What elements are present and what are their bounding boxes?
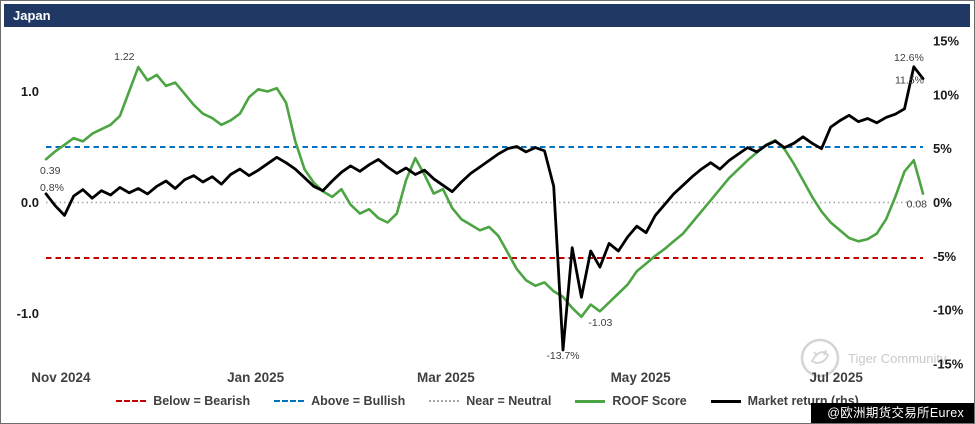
tiger-watermark-text: Tiger Community xyxy=(848,350,947,366)
right-axis-tick: -10% xyxy=(933,303,964,318)
legend-label: ROOF Score xyxy=(612,394,687,408)
data-label: 1.22 xyxy=(114,51,135,63)
data-label: 11.5% xyxy=(895,75,924,87)
x-axis-tick: May 2025 xyxy=(611,370,672,385)
series-market-return xyxy=(44,65,925,352)
legend-label: Below = Bearish xyxy=(153,394,251,408)
tiger-watermark: Tiger Community xyxy=(799,337,946,379)
legend-label: Near = Neutral xyxy=(466,394,552,408)
right-axis-tick: -5% xyxy=(933,249,957,264)
series-roof-score xyxy=(44,65,925,319)
x-axis-tick: Mar 2025 xyxy=(417,370,475,385)
right-axis-tick: -15% xyxy=(933,357,964,372)
legend-item: ROOF Score xyxy=(575,394,687,408)
right-axis-tick: 15% xyxy=(933,34,959,49)
left-axis-tick: 0.0 xyxy=(21,195,39,210)
x-axis-tick: Jul 2025 xyxy=(810,370,864,385)
data-label: -13.7% xyxy=(546,350,579,362)
legend-line-sample xyxy=(274,400,305,402)
legend-line-sample xyxy=(575,399,606,403)
data-label: 0.39 xyxy=(40,165,61,177)
legend-item: Below = Bearish xyxy=(116,394,250,408)
legend: Below = Bearish Above = Bullish Near = Neu… xyxy=(1,394,974,408)
eurex-badge: @欧洲期货交易所Eurex xyxy=(811,403,974,423)
tiger-logo-icon xyxy=(800,338,840,378)
legend-item: Near = Neutral xyxy=(429,394,551,408)
data-label: 0.08 xyxy=(907,199,928,211)
left-axis-tick: 1.0 xyxy=(21,84,39,99)
data-label: 12.6% xyxy=(894,52,924,64)
chart-title: Japan xyxy=(13,8,51,23)
legend-line-sample xyxy=(710,399,741,403)
chart-header: Japan xyxy=(4,4,970,27)
x-axis-tick: Nov 2024 xyxy=(31,370,91,385)
legend-line-sample xyxy=(116,400,147,402)
data-label: 0.8% xyxy=(40,182,64,194)
right-axis-tick: 10% xyxy=(933,87,959,102)
left-axis-tick: -1.0 xyxy=(17,306,39,321)
legend-line-sample xyxy=(429,400,460,402)
legend-label: Above = Bullish xyxy=(311,394,406,408)
x-axis-tick: Jan 2025 xyxy=(227,370,285,385)
data-label: -1.03 xyxy=(588,317,612,329)
legend-item: Above = Bullish xyxy=(274,394,405,408)
right-axis-tick: 5% xyxy=(933,141,952,156)
right-axis-tick: 0% xyxy=(933,195,952,210)
